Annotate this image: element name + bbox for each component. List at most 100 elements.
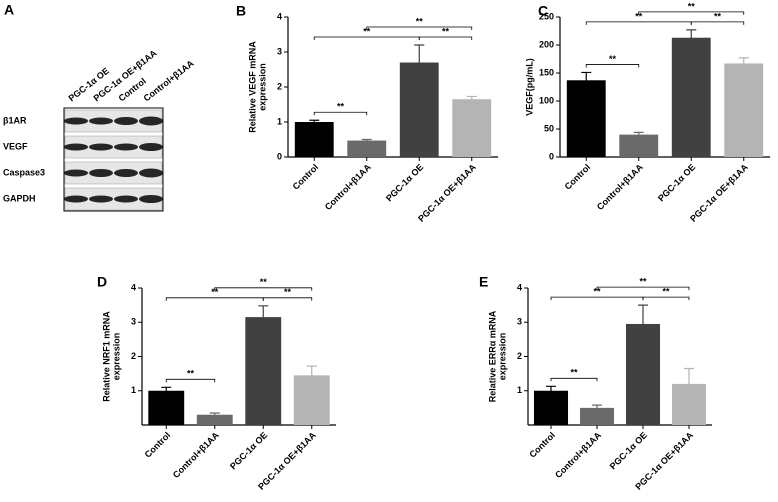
significance-label: ** [593,287,601,297]
x-tick-label: PGC-1α OE+β1AA [688,162,750,224]
panel-label: E [479,274,488,290]
significance-label: ** [442,26,450,36]
error-bar [414,44,425,80]
significance-label: ** [416,16,424,26]
y-tick-label: 100 [539,95,554,105]
significance-label: ** [570,368,578,378]
blot-band [64,143,88,151]
y-tick-label: 2 [277,81,282,91]
y-axis-label: Relative VEGF mRNA [247,41,257,133]
x-tick-label: PGC-1α OE [608,430,649,471]
y-tick-label: 2 [517,351,522,361]
significance-bracket [690,21,745,25]
row-label: Caspase3 [3,167,45,177]
significance-bracket [418,36,473,40]
y-tick-label: 4 [277,11,282,21]
blot-band [89,195,113,203]
blot-band [139,143,163,151]
blot-band [89,169,113,177]
error-bar [309,119,320,124]
error-bar [738,57,749,70]
blot-band [114,143,138,151]
panel-label: A [4,2,14,18]
significance-bracket [642,296,690,301]
panel-label: D [97,274,107,290]
y-tick-label: 50 [544,123,554,133]
y-tick-label: 1 [517,385,522,395]
x-tick-label: Control+β1AA [595,162,645,212]
y-tick-label: 3 [277,46,282,56]
y-tick-label: 3 [131,317,136,327]
error-bar [209,412,220,417]
y-axis-label: Relative ERRα mRNA [487,310,497,402]
error-bar [684,367,694,400]
lane-label: Control+β1AA [142,58,196,104]
significance-label: ** [714,11,722,21]
bar [579,407,615,425]
error-bar [546,385,556,396]
x-tick-label: Control+β1AA [323,162,373,212]
significance-bracket [262,297,313,301]
y-tick-label: 1 [131,385,136,395]
x-tick-label: PGC-1α OE [656,162,697,203]
significance-label: ** [284,287,292,297]
significance-label: ** [337,102,345,112]
error-bar [686,29,697,46]
bar [294,122,334,157]
blot-band [114,169,138,177]
significance-bracket [638,11,745,15]
x-tick-label: Control [291,162,321,192]
y-tick-label: 150 [539,67,554,77]
y-tick-label: 2 [131,351,136,361]
significance-bracket [214,287,313,291]
y-tick-label: 0 [549,151,554,161]
significance-label: ** [260,277,268,287]
significance-label: ** [609,54,617,64]
x-tick-label: Control [143,430,173,460]
blot-band [64,117,88,125]
x-tick-label: PGC-1α OE [228,430,269,471]
y-tick-label: 200 [539,39,554,49]
row-label: β1AR [3,115,27,125]
error-bar [466,95,477,103]
blot-band [114,195,138,203]
bar [724,63,764,158]
y-tick-label: 4 [517,282,522,292]
x-tick-label: Control+β1AA [171,430,221,480]
significance-bracket [165,378,216,383]
bar [566,80,606,157]
error-bar [161,386,172,395]
bar [452,99,492,157]
blot-band [139,195,163,203]
y-axis-label: expression [497,333,507,381]
blot-band [139,168,163,178]
blot-band [139,116,163,126]
significance-bracket [596,286,690,291]
x-tick-label: PGC-1α OE+β1AA [416,162,478,224]
panel-label: C [538,3,548,19]
significance-bracket [585,21,692,25]
panel-label: B [236,3,246,19]
blot-band [89,117,113,125]
error-bar [638,304,648,343]
blot-band [64,195,88,203]
significance-label: ** [635,11,643,21]
y-axis-label: Relative NRF1 mRNA [101,311,111,402]
blot-band [89,143,113,151]
bar [671,37,711,157]
y-tick-label: 250 [539,11,554,21]
bar [619,134,659,157]
significance-bracket [313,111,368,116]
blot-band [64,169,88,177]
significance-bracket [165,297,264,301]
bar [533,390,569,425]
error-bar [306,365,317,385]
y-axis-label: expression [111,333,121,381]
row-label: GAPDH [3,193,36,203]
error-bar [258,305,269,329]
x-tick-label: PGC-1α OE [384,162,425,203]
error-bar [633,131,644,137]
significance-bracket [550,377,598,382]
error-bar [581,71,592,89]
